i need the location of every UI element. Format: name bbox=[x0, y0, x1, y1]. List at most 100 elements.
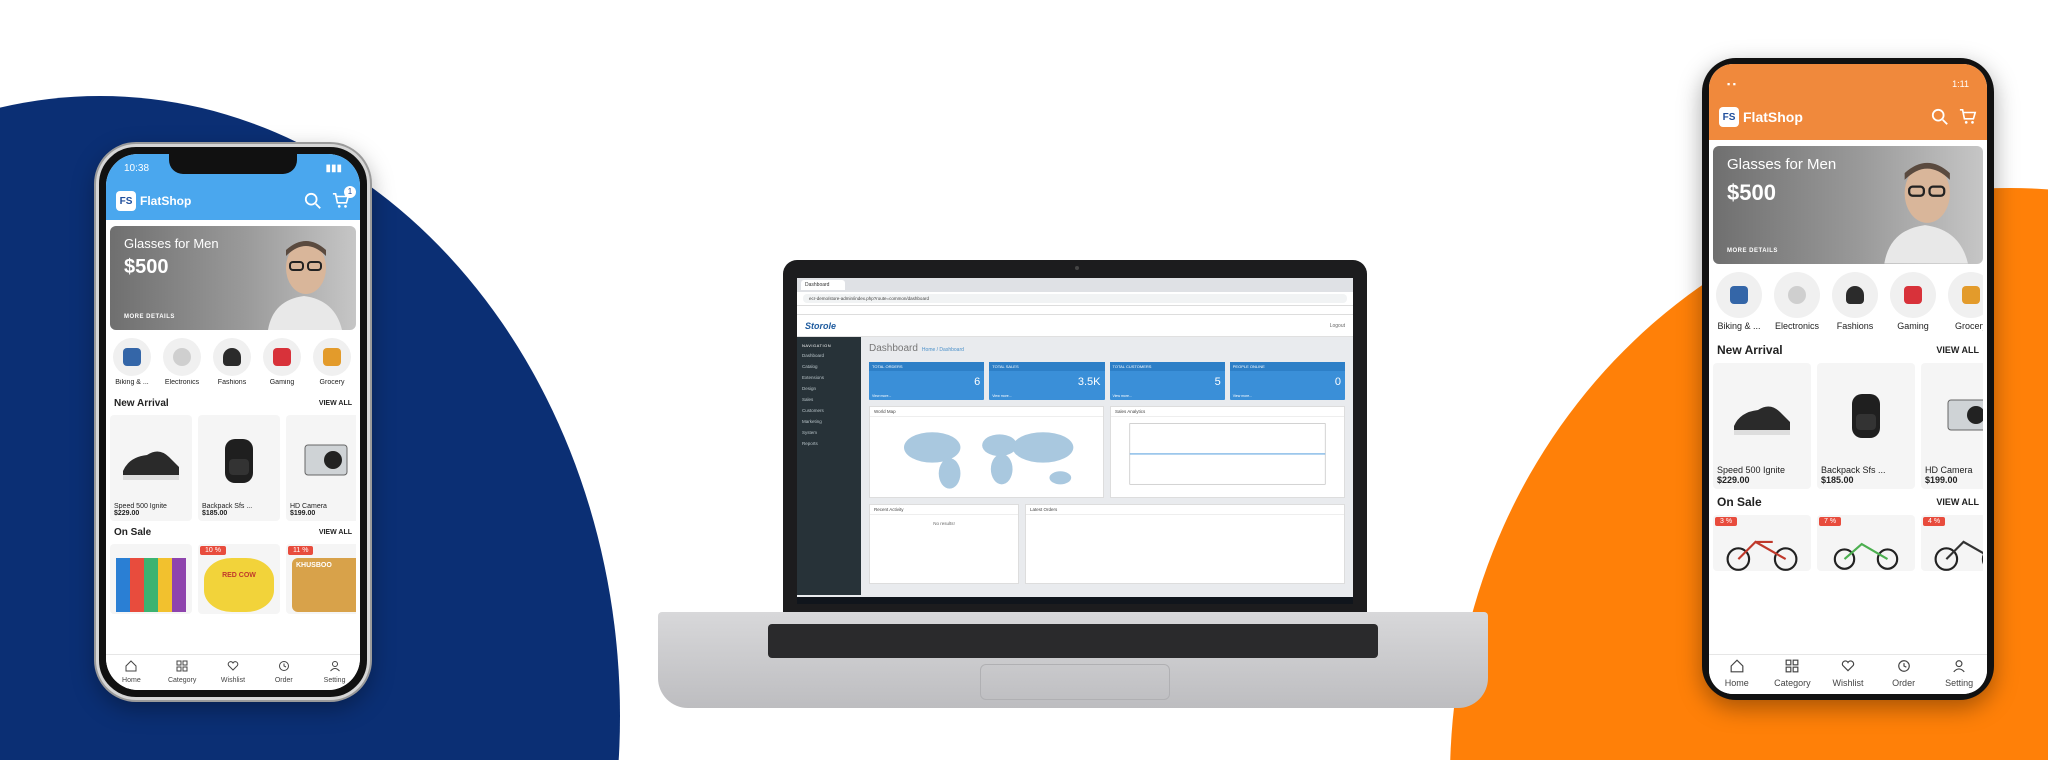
product-card[interactable]: HD Camera $199.00 bbox=[1921, 363, 1983, 489]
on-sale-list: 3 % 7 % 4 % bbox=[1713, 515, 1983, 571]
cart-icon[interactable] bbox=[1959, 108, 1977, 126]
grid-icon bbox=[1785, 659, 1799, 673]
home-content: Glasses for Men $500 MORE DETAILS Biking… bbox=[106, 220, 360, 654]
view-all-link[interactable]: VIEW ALL bbox=[318, 529, 352, 536]
nav-home[interactable]: Home bbox=[1714, 659, 1760, 688]
camera-image bbox=[290, 419, 356, 501]
url-field[interactable]: ecr-demo/store-admin/index.php?route=com… bbox=[803, 294, 1347, 303]
nav-category[interactable]: Category bbox=[1769, 659, 1815, 688]
sale-card-shirts[interactable] bbox=[110, 544, 192, 614]
admin-body: NAVIGATION Dashboard Catalog Extensions … bbox=[797, 337, 1353, 595]
category-biking[interactable]: Biking & ... bbox=[1713, 272, 1765, 331]
nav-setting[interactable]: Setting bbox=[312, 659, 358, 684]
product-card[interactable]: Speed 500 Ignite $229.00 bbox=[1713, 363, 1811, 489]
latest-orders-panel: Latest Orders bbox=[1025, 504, 1345, 584]
nav-wishlist[interactable]: Wishlist bbox=[1825, 659, 1871, 688]
nav-wishlist[interactable]: Wishlist bbox=[210, 659, 256, 684]
view-more-link[interactable]: View more... bbox=[872, 394, 892, 398]
view-more-link[interactable]: View more... bbox=[992, 394, 1012, 398]
sidebar-item-catalog[interactable]: Catalog bbox=[802, 364, 818, 369]
view-all-link[interactable]: VIEW ALL bbox=[1936, 345, 1979, 355]
banner-title: Glasses for Men bbox=[1727, 156, 1837, 173]
category-gaming[interactable]: Gaming bbox=[260, 338, 304, 386]
cart-icon[interactable]: 1 bbox=[332, 186, 356, 210]
search-icon[interactable] bbox=[304, 192, 322, 210]
category-grocery[interactable]: Grocery bbox=[310, 338, 354, 386]
category-electronics[interactable]: Electronics bbox=[1771, 272, 1823, 331]
gamepad-icon bbox=[1890, 272, 1936, 318]
panel-title: World Map bbox=[870, 407, 1103, 417]
product-card[interactable]: HD Camera $199.00 bbox=[286, 415, 356, 521]
product-price: $185.00 bbox=[1821, 475, 1854, 485]
category-electronics[interactable]: Electronics bbox=[160, 338, 204, 386]
category-gaming[interactable]: Gaming bbox=[1887, 272, 1939, 331]
sale-card-kids-bike[interactable]: 7 % bbox=[1817, 515, 1915, 571]
shirts-image bbox=[116, 558, 186, 612]
sidebar-item-sales[interactable]: Sales bbox=[802, 397, 814, 402]
banner-more-details-link[interactable]: MORE DETAILS bbox=[124, 314, 175, 320]
clock-icon bbox=[278, 661, 289, 671]
nav-category[interactable]: Category bbox=[159, 659, 205, 684]
product-name: HD Camera bbox=[290, 503, 327, 510]
product-name: Speed 500 Ignite bbox=[1717, 465, 1786, 475]
ghee-jar-image: KHUSBOO bbox=[292, 558, 356, 612]
category-label: Electronics bbox=[164, 379, 200, 386]
category-fashions[interactable]: Fashions bbox=[1829, 272, 1881, 331]
sidebar-item-design[interactable]: Design bbox=[802, 386, 817, 391]
sale-card-bike-2[interactable]: 4 % bbox=[1921, 515, 1983, 571]
view-all-link[interactable]: VIEW ALL bbox=[318, 400, 352, 407]
ios-phone-mockup: 10:38 ▮▮▮ FS FlatShop 1 Glasses for Men … bbox=[96, 144, 370, 700]
can-icon bbox=[1948, 272, 1983, 318]
product-card[interactable]: Backpack Sfs ... $185.00 bbox=[198, 415, 280, 521]
promo-banner[interactable]: Glasses for Men $500 MORE DETAILS bbox=[1713, 146, 1983, 264]
sale-card-ghee[interactable]: 11 % KHUSBOO bbox=[286, 544, 356, 614]
logout-link[interactable]: Logout bbox=[1329, 322, 1345, 329]
view-more-link[interactable]: View more... bbox=[1112, 394, 1132, 398]
flatshop-logo[interactable]: FS bbox=[116, 191, 136, 211]
product-name: HD Camera bbox=[1925, 465, 1973, 475]
banner-more-details-link[interactable]: MORE DETAILS bbox=[1727, 248, 1778, 254]
category-biking[interactable]: Biking & ... bbox=[110, 338, 154, 386]
nav-order[interactable]: Order bbox=[1881, 659, 1927, 688]
laptop-base bbox=[658, 612, 1488, 708]
nav-home[interactable]: Home bbox=[108, 659, 154, 684]
panel-title: Recent Activity bbox=[870, 505, 1018, 515]
on-sale-title: On Sale bbox=[1717, 495, 1762, 509]
sale-card-red-cow[interactable]: 10 % RED COW bbox=[198, 544, 280, 614]
model-image bbox=[268, 241, 342, 330]
view-more-link[interactable]: View more... bbox=[1232, 394, 1253, 398]
category-label: Fashions bbox=[1836, 321, 1874, 331]
product-card[interactable]: Backpack Sfs ... $185.00 bbox=[1817, 363, 1915, 489]
cart-count-badge: 1 bbox=[344, 186, 356, 198]
sidebar-item-extensions[interactable]: Extensions bbox=[802, 375, 825, 380]
view-all-link[interactable]: VIEW ALL bbox=[1936, 497, 1979, 507]
category-strip: Biking & ... Electronics Fashions Gaming… bbox=[110, 330, 356, 392]
world-map[interactable] bbox=[870, 417, 1103, 493]
sidebar-item-reports[interactable]: Reports bbox=[802, 441, 818, 446]
bike-icon bbox=[113, 338, 151, 376]
model-image bbox=[1884, 162, 1968, 264]
nav-order[interactable]: Order bbox=[261, 659, 307, 684]
product-card[interactable]: Speed 500 Ignite $229.00 bbox=[110, 415, 192, 521]
category-fashions[interactable]: Fashions bbox=[210, 338, 254, 386]
sidebar-item-dashboard[interactable]: Dashboard bbox=[802, 353, 825, 358]
sidebar-item-system[interactable]: System bbox=[802, 430, 818, 435]
browser-tab[interactable]: Dashboard bbox=[801, 280, 846, 290]
category-strip: Biking & ... Electronics Fashions Gaming… bbox=[1713, 264, 1983, 337]
flatshop-logo[interactable]: FS bbox=[1719, 107, 1739, 127]
stat-card-customers: TOTAL CUSTOMERS 5 View more... bbox=[1109, 362, 1225, 400]
category-grocery[interactable]: Grocery bbox=[1945, 272, 1983, 331]
search-icon[interactable] bbox=[1931, 108, 1949, 126]
nav-label: Setting bbox=[1945, 678, 1974, 688]
store-logo[interactable]: Storole bbox=[805, 320, 837, 331]
new-arrival-title: New Arrival bbox=[114, 398, 169, 409]
panel-row-top: World Map Sales Analytics bbox=[869, 406, 1345, 498]
status-time: 10:38 bbox=[124, 162, 150, 174]
sale-card-bike[interactable]: 3 % bbox=[1713, 515, 1811, 571]
promo-banner[interactable]: Glasses for Men $500 MORE DETAILS bbox=[110, 226, 356, 330]
sidebar-item-customers[interactable]: Customers bbox=[802, 408, 824, 413]
nav-setting[interactable]: Setting bbox=[1936, 659, 1982, 688]
sidebar-item-marketing[interactable]: Marketing bbox=[802, 419, 822, 424]
discount-badge: 7 % bbox=[1819, 517, 1842, 526]
breadcrumb[interactable]: Home / Dashboard bbox=[921, 347, 964, 353]
